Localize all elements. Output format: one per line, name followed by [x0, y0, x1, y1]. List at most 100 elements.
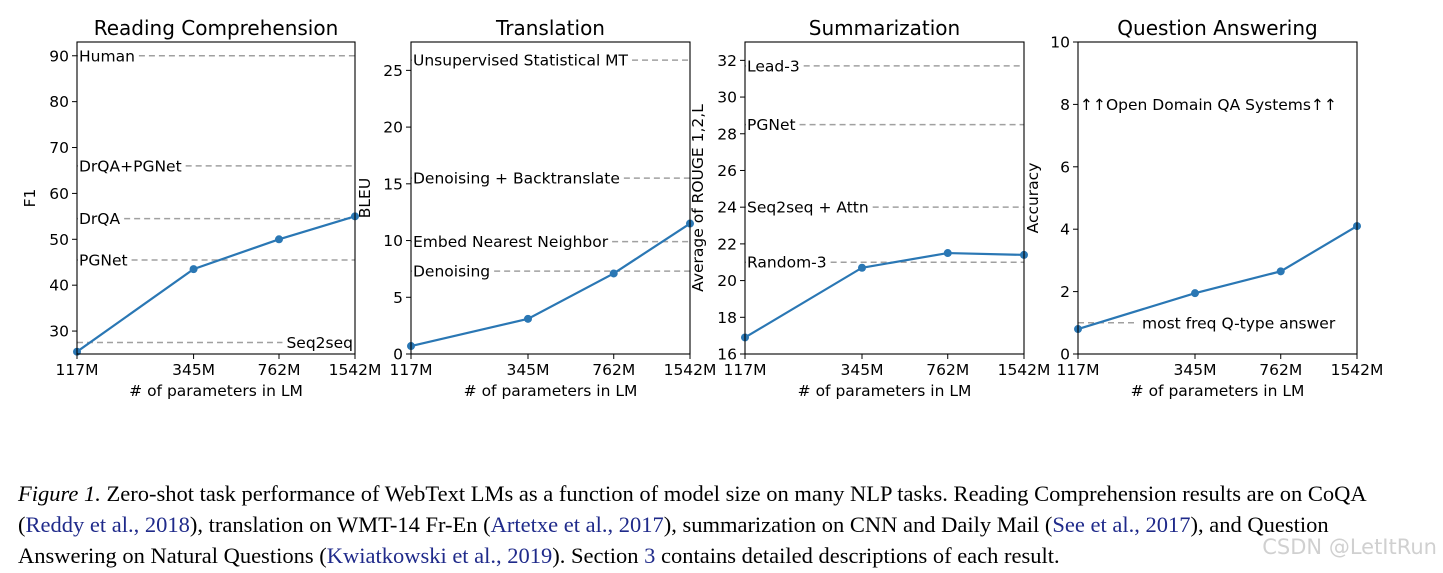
series-line	[1077, 225, 1358, 331]
y-tick-label: 40	[49, 277, 69, 295]
x-tick-label: 345M	[1174, 361, 1217, 379]
y-tick-label: 28	[717, 125, 737, 143]
caption-text: ), summarization on CNN and Daily Mail (	[663, 512, 1053, 537]
y-tick-label: 32	[717, 52, 737, 70]
data-point	[857, 263, 866, 272]
y-tick-label: 80	[49, 93, 69, 111]
x-tick-label: 1542M	[1331, 361, 1384, 379]
x-tick-label: 117M	[56, 361, 99, 379]
y-tick-label: 20	[383, 119, 403, 137]
figure-panels: HumanDrQA+PGNetDrQAPGNetSeq2seq304050607…	[21, 16, 1383, 400]
x-axis-label: # of parameters in LM	[798, 382, 972, 400]
reference-label: Denoising + Backtranslate	[413, 170, 620, 188]
data-point	[943, 249, 952, 258]
y-tick-label: 5	[393, 289, 403, 307]
plot-frame	[1077, 41, 1358, 355]
citation-link[interactable]: See et al., 2017	[1052, 512, 1191, 537]
citation-link[interactable]: Kwiatkowski et al., 2019	[326, 543, 553, 568]
caption-text: Zero-shot task performance of WebText LM…	[18, 481, 1366, 537]
y-tick-label: 4	[1060, 221, 1070, 239]
x-tick-label: 1542M	[664, 361, 717, 379]
y-tick-label: 24	[717, 199, 737, 217]
x-tick-label: 117M	[1057, 361, 1100, 379]
caption-text: ). Section	[552, 543, 645, 568]
x-axis-label: # of parameters in LM	[1131, 382, 1305, 400]
reference-label: Seq2seq	[286, 334, 353, 352]
y-tick-label: 50	[49, 231, 69, 249]
series-line	[76, 215, 356, 353]
reference-label: Unsupervised Statistical MT	[413, 52, 629, 70]
chart-title: Summarization	[809, 16, 960, 40]
reference-label: PGNet	[747, 116, 796, 134]
x-tick-label: 117M	[724, 361, 767, 379]
reference-label: Embed Nearest Neighbor	[413, 233, 609, 251]
reference-label: Random-3	[747, 254, 827, 272]
citation-link[interactable]: Reddy et al., 2018	[25, 512, 190, 537]
reference-label: Human	[79, 47, 135, 65]
y-tick-label: 0	[393, 346, 403, 364]
x-tick-label: 1542M	[329, 361, 382, 379]
chart-title: Reading Comprehension	[94, 16, 339, 40]
y-tick-label: 26	[717, 162, 737, 180]
reference-label: most freq Q-type answer	[1142, 314, 1336, 332]
x-tick-label: 345M	[841, 361, 884, 379]
chart-panel: Human DrQA+PGNet DrQA PGNet Seq2seq 30 40 50 60 7…	[21, 16, 381, 400]
chart-title: Question Answering	[1117, 16, 1317, 40]
caption-text: ), translation on WMT-14 Fr-En (	[189, 512, 491, 537]
y-tick-label: 25	[383, 62, 403, 80]
x-tick-label: 345M	[507, 361, 550, 379]
chart-title: Translation	[495, 16, 605, 40]
x-tick-label: 762M	[1259, 361, 1302, 379]
y-tick-label: 2	[1060, 283, 1070, 301]
reference-label: ↑↑Open Domain QA Systems↑↑	[1080, 96, 1337, 114]
x-tick-label: 117M	[390, 361, 433, 379]
reference-label: DrQA+PGNet	[79, 157, 182, 175]
x-tick-label: 345M	[172, 361, 215, 379]
plot-frame	[744, 41, 1025, 355]
x-tick-label: 762M	[926, 361, 969, 379]
data-point	[1190, 289, 1199, 298]
plot-frame	[410, 41, 691, 355]
watermark: CSDN @LetItRun	[1262, 535, 1437, 559]
y-tick-label: 30	[49, 323, 69, 341]
data-point	[189, 265, 198, 274]
y-tick-label: 18	[717, 309, 737, 327]
y-tick-label: 6	[1060, 158, 1070, 176]
y-tick-label: 8	[1060, 96, 1070, 114]
caption-text: ), and Question Answering on Natural Que…	[18, 512, 1329, 568]
series-line	[410, 222, 691, 348]
reference-label: Lead-3	[747, 57, 800, 75]
chart-panel: ↑↑Open Domain QA Systems↑↑ most freq Q-ty…	[1024, 16, 1383, 400]
x-axis-label: # of parameters in LM	[129, 382, 303, 400]
section-link[interactable]: 3	[644, 543, 656, 568]
y-axis-label: Accuracy	[1024, 163, 1042, 234]
plot-frame	[76, 41, 356, 355]
y-tick-label: 15	[383, 175, 403, 193]
series-line	[744, 251, 1025, 339]
reference-label: PGNet	[79, 251, 128, 269]
y-tick-label: 70	[49, 139, 69, 157]
x-axis-label: # of parameters in LM	[464, 382, 638, 400]
y-tick-label: 20	[717, 272, 737, 290]
data-point	[609, 269, 618, 278]
y-tick-label: 60	[49, 185, 69, 203]
chart-panel: Unsupervised Statistical MT Denoising + B…	[356, 16, 716, 400]
y-tick-label: 90	[49, 47, 69, 65]
x-tick-label: 762M	[258, 361, 301, 379]
y-tick-label: 10	[1050, 34, 1070, 52]
y-tick-label: 22	[717, 235, 737, 253]
y-tick-label: 10	[383, 232, 403, 250]
y-tick-label: 16	[717, 346, 737, 364]
citation-link[interactable]: Artetxe et al., 2017	[490, 512, 664, 537]
data-point	[275, 235, 284, 244]
caption-text: contains detailed descriptions of each r…	[655, 543, 1060, 568]
caption-label: Figure 1.	[18, 481, 101, 506]
y-tick-label: 0	[1060, 346, 1070, 364]
data-point	[523, 314, 532, 323]
y-axis-label: BLEU	[356, 178, 374, 218]
data-point	[1276, 267, 1285, 276]
y-axis-label: F1	[21, 189, 39, 208]
chart-panel: Lead-3 PGNet Seq2seq + Attn Random-3 16 18 20 2…	[689, 16, 1050, 400]
figure-caption: Figure 1. Zero-shot task performance of …	[18, 478, 1428, 571]
y-tick-label: 30	[717, 89, 737, 107]
